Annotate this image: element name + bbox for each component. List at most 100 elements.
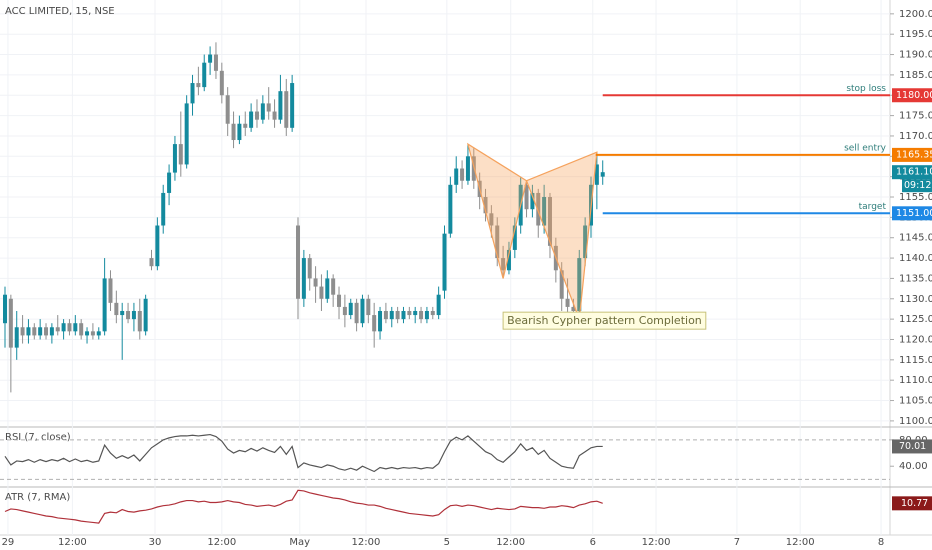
candle-body [325,278,330,299]
candle-body [542,197,547,226]
price-tag [892,165,932,180]
candle-body [26,327,31,336]
candle-body [20,327,25,336]
candle-body [254,111,259,120]
y-tick-label: 1200.00 [899,9,932,20]
candle-body [489,213,494,226]
x-tick-label: 12:00 [352,537,381,548]
y-tick-label: 1120.00 [899,334,932,345]
candle-body [383,310,388,320]
annotation-text: Bearish Cypher pattern Completion [507,314,702,327]
candle-body [337,294,342,307]
candle-body [49,327,54,336]
y-tick-label: 1105.00 [899,396,932,407]
candle-body [231,123,236,141]
rsi-title: RSI (7, close) [5,432,71,443]
candle-body [524,184,529,210]
candle-body [594,164,599,185]
y-tick-label: 1170.00 [899,131,932,142]
y-tick-label: 1110.00 [899,375,932,386]
candle-body [284,91,289,128]
candle-body [155,225,160,267]
rsi-tag [892,439,932,454]
candle-body [296,225,300,299]
candle-body [389,310,394,320]
candle-body [565,298,570,307]
candle-body [301,258,306,299]
level-name: sell entry [844,143,887,153]
candle-body [319,286,324,299]
candle-body [559,270,564,299]
y-tick-label: 1145.00 [899,233,932,244]
x-tick-label: 5 [444,537,450,548]
level-tag-label: 1165.35 [896,149,932,160]
candle-body [202,62,207,88]
candle-body [126,310,131,320]
level-name: stop loss [846,84,886,94]
x-tick-label: 12:00 [496,537,525,548]
y-tick-label: 1115.00 [899,355,932,366]
atr-tag-label: 10.77 [901,498,928,509]
candle-body [536,192,541,226]
candle-body [454,168,459,185]
pattern-triangle [466,142,528,279]
chart-title: ACC LIMITED, 15, NSE [5,6,115,17]
price-tag-label: 1161.10 [896,167,932,178]
candle-body [413,310,418,316]
candle-body [272,111,277,120]
candle-body [167,172,172,193]
countdown-tag [902,179,932,193]
candle-body [219,70,224,96]
candle-body [149,258,154,267]
candle-body [577,258,582,311]
candle-body [460,168,465,181]
candle-body [372,315,377,332]
candle-body [430,310,435,316]
candle-body [354,302,359,324]
candle-body [260,103,265,120]
candle-body [108,278,113,303]
y-tick-label: 1185.00 [899,70,932,81]
candle-body [366,298,371,316]
candle-body [407,310,412,316]
candle-body [85,331,90,336]
candle-body [55,327,60,332]
candle-body [495,225,500,259]
candle-body [213,54,218,71]
candle-body [571,306,576,311]
main-pane [3,42,605,393]
candle-body [120,310,125,316]
candle-body [102,278,107,332]
candle-body [3,294,7,324]
atr-tag [892,496,932,511]
y-tick-label: 1155.00 [899,192,932,203]
level-tag-label: 1151.00 [896,208,932,219]
atr-title: ATR (7, RMA) [5,492,70,503]
candle-body [44,327,49,336]
candle-body [190,83,195,104]
candle-body [442,233,447,291]
candle-body [114,302,119,316]
x-tick-label: 12:00 [207,537,236,548]
level-tag [892,206,932,221]
candle-body [313,278,318,287]
y-tick-label: 1195.00 [899,29,932,40]
candle-body [184,103,189,165]
candle-body [208,54,213,63]
candle-body [547,197,552,246]
candle-body [137,310,142,332]
candle-body [243,123,248,128]
x-tick-label: 12:00 [58,537,87,548]
level-tag [892,88,932,103]
candle-body [278,91,283,120]
candle-body [225,95,230,124]
y-tick-label: 1175.00 [899,111,932,122]
candle-body [61,323,66,332]
candle-body [307,258,312,279]
y-tick-label: 1130.00 [899,294,932,305]
candle-body [401,310,406,320]
candle-body [249,111,254,128]
x-tick-label: 29 [2,537,15,548]
